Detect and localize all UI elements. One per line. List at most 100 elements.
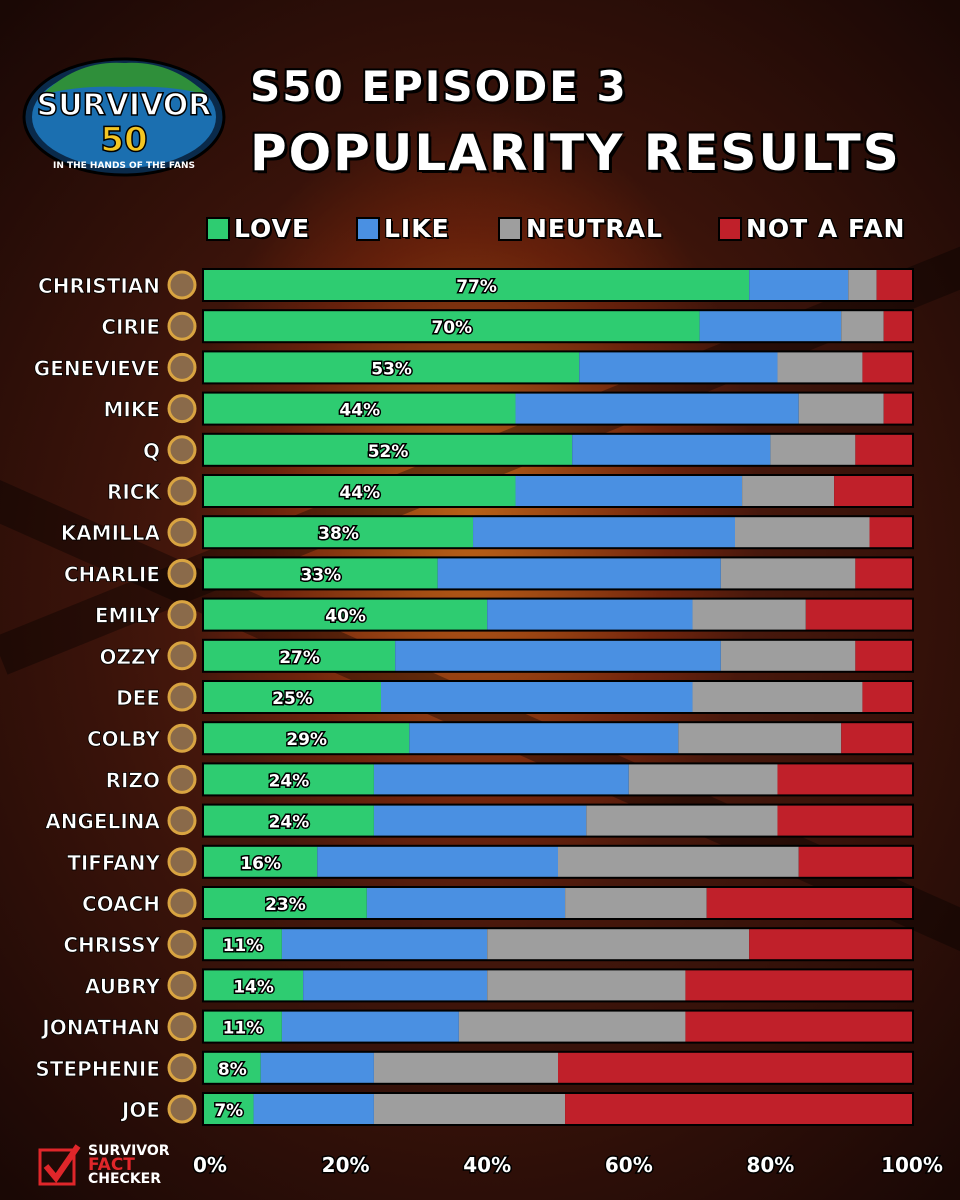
avatar [167,970,197,1000]
bar-segment-neutral [720,640,856,671]
x-tick-label: 80% [746,1153,794,1177]
legend-label-neutral: NEUTRAL [526,214,663,243]
bar-segment-love [204,434,573,465]
avatar [167,558,197,588]
avatar [167,476,197,506]
data-label: 24% [269,813,310,833]
bar-segment-neutral [742,476,835,506]
bar-segment-like [572,434,771,465]
bar-segment-like [366,888,566,918]
data-label: 23% [265,895,306,915]
x-tick-label: 40% [463,1153,511,1177]
chart-legend: LOVE LIKE NEUTRAL NOT A FAN [206,210,916,246]
legend-item-not-a-fan: NOT A FAN [718,214,905,243]
brand-line-3: CHECKER [88,1171,162,1187]
bar-row-genevieve: GENEVIEVE 53% [33,350,914,385]
bar-segment-not-a-fan [777,805,912,836]
logo-tagline: IN THE HANDS OF THE FANS [53,161,195,171]
bar-segment-neutral [487,970,686,1001]
bar-segment-not-a-fan [685,1011,912,1042]
bar-segment-like [437,558,721,589]
bar-segment-neutral [487,929,750,960]
bar-segment-like [473,517,735,548]
category-label: COACH [82,892,160,916]
data-label: 40% [325,607,366,627]
bar-segment-not-a-fan [834,476,912,506]
category-label: JONATHAN [40,1016,160,1040]
bar-row-rick: RICK 44% [107,474,914,508]
bar-segment-neutral [770,434,856,465]
bar-segment-neutral [735,517,870,548]
bar-segment-neutral [586,805,778,836]
x-tick-label: 100% [881,1153,943,1177]
bar-segment-not-a-fan [876,270,912,300]
category-label: ANGELINA [45,810,160,834]
bar-segment-not-a-fan [706,888,912,918]
avatar [167,806,197,836]
bar-segment-love [204,270,750,300]
bar-segment-love [204,393,516,424]
avatar [167,929,197,959]
bar-segment-not-a-fan [565,1094,912,1124]
bar-row-charlie: CHARLIE 33% [63,556,914,591]
bar-row-angelina: ANGELINA 24% [45,803,914,838]
bar-segment-neutral [841,311,884,342]
bar-row-coach: COACH 23% [82,886,914,920]
category-label: CHRISSY [63,933,160,957]
bar-segment-love [204,311,700,342]
bar-row-emily: EMILY 40% [94,597,914,632]
category-label: JOE [120,1098,160,1122]
category-label: CIRIE [101,315,160,339]
bar-row-tiffany: TIFFANY 16% [67,844,914,879]
bar-row-jonathan: JONATHAN 11% [40,1009,914,1044]
logo-number: 50 [100,120,147,160]
category-label: CHARLIE [64,562,160,586]
data-label: 24% [269,771,310,791]
avatar [167,352,197,382]
bar-segment-like [281,929,488,960]
avatar [167,1012,197,1042]
bar-row-ozzy: OZZY 27% [99,638,914,673]
bar-segment-love [204,764,374,795]
legend-item-like: LIKE [356,214,450,243]
page-title-line-1: S50 EPISODE 3 [250,62,628,111]
bar-row-rizo: RIZO 24% [105,762,914,797]
bar-segment-like [409,723,679,754]
brand-line-2: FACT [88,1155,135,1175]
bar-segment-like [515,393,799,424]
bar-row-aubry: AUBRY 14% [84,968,914,1003]
bar-segment-not-a-fan [558,1052,912,1083]
bar-segment-like [373,805,587,836]
bar-row-stephenie: STEPHENIE 8% [35,1050,914,1085]
legend-item-neutral: NEUTRAL [498,214,663,243]
bar-segment-not-a-fan [855,558,912,589]
bar-row-cirie: CIRIE 70% [101,309,914,344]
bar-segment-love [204,352,580,383]
bar-segment-not-a-fan [685,970,912,1001]
data-label: 44% [339,401,380,421]
bar-segment-neutral [777,352,863,383]
page-title-line-2: POPULARITY RESULTS [250,124,901,182]
bar-segment-not-a-fan [749,929,912,960]
category-label: CHRISTIAN [38,274,160,298]
bar-segment-like [303,970,488,1001]
bar-row-chrissy: CHRISSY 11% [63,927,914,962]
x-tick-label: 20% [322,1153,370,1177]
bar-segment-love [204,517,474,548]
bar-segment-not-a-fan [855,434,912,465]
data-label: 8% [218,1060,247,1080]
legend-swatch-like [356,216,380,241]
bar-segment-like [699,311,842,342]
data-label: 52% [368,442,409,462]
avatar [167,847,197,877]
bar-segment-not-a-fan [798,846,912,877]
legend-swatch-love [206,216,230,241]
bar-row-mike: MIKE 44% [103,391,914,426]
avatar [167,311,197,341]
category-label: OZZY [100,645,161,669]
category-label: MIKE [103,398,160,422]
data-label: 70% [431,318,472,338]
bar-segment-neutral [692,599,806,630]
bar-segment-love [204,888,367,918]
